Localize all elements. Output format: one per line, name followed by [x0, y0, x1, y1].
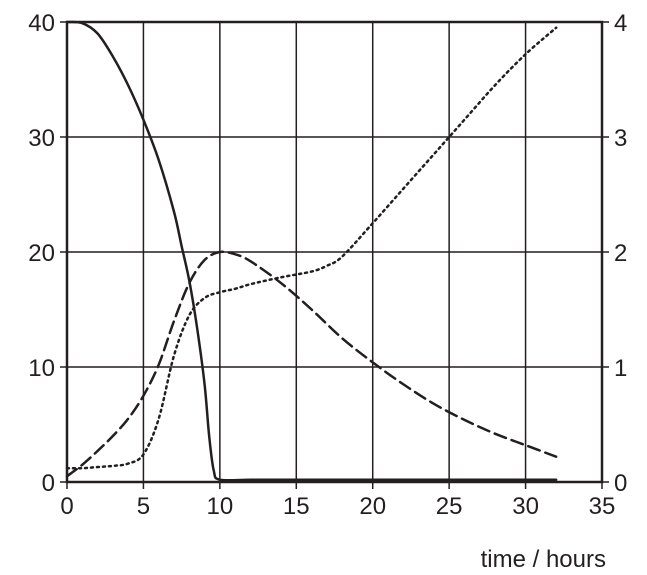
y-right-tick-label: 1 — [614, 355, 627, 382]
x-tick-label: 20 — [359, 493, 386, 520]
x-tick-label: 0 — [60, 493, 73, 520]
y-left-tick-label: 0 — [42, 470, 55, 497]
y-right-tick-label: 2 — [614, 240, 627, 267]
y-left-tick-label: 40 — [28, 10, 55, 37]
grid — [60, 21, 609, 489]
y-left-tick-label: 30 — [28, 125, 55, 152]
y-left-tick-label: 20 — [28, 240, 55, 267]
series-line-dotted — [65, 26, 558, 470]
plot-frame — [65, 20, 604, 484]
x-tick-label: 25 — [436, 493, 463, 520]
x-tick-label: 35 — [589, 493, 616, 520]
y-right-tick-label: 4 — [614, 10, 627, 37]
series-group — [65, 20, 558, 482]
series-line-solid — [65, 20, 558, 482]
x-tick-label: 10 — [207, 493, 234, 520]
y-right-tick-label: 3 — [614, 125, 627, 152]
y-right-tick-label: 0 — [614, 470, 627, 497]
x-tick-label: 30 — [512, 493, 539, 520]
series-line-dashed — [65, 250, 558, 478]
x-axis-title: time / hours — [481, 546, 606, 573]
x-tick-label: 5 — [137, 493, 150, 520]
y-left-tick-label: 10 — [28, 355, 55, 382]
x-tick-label: 15 — [283, 493, 310, 520]
